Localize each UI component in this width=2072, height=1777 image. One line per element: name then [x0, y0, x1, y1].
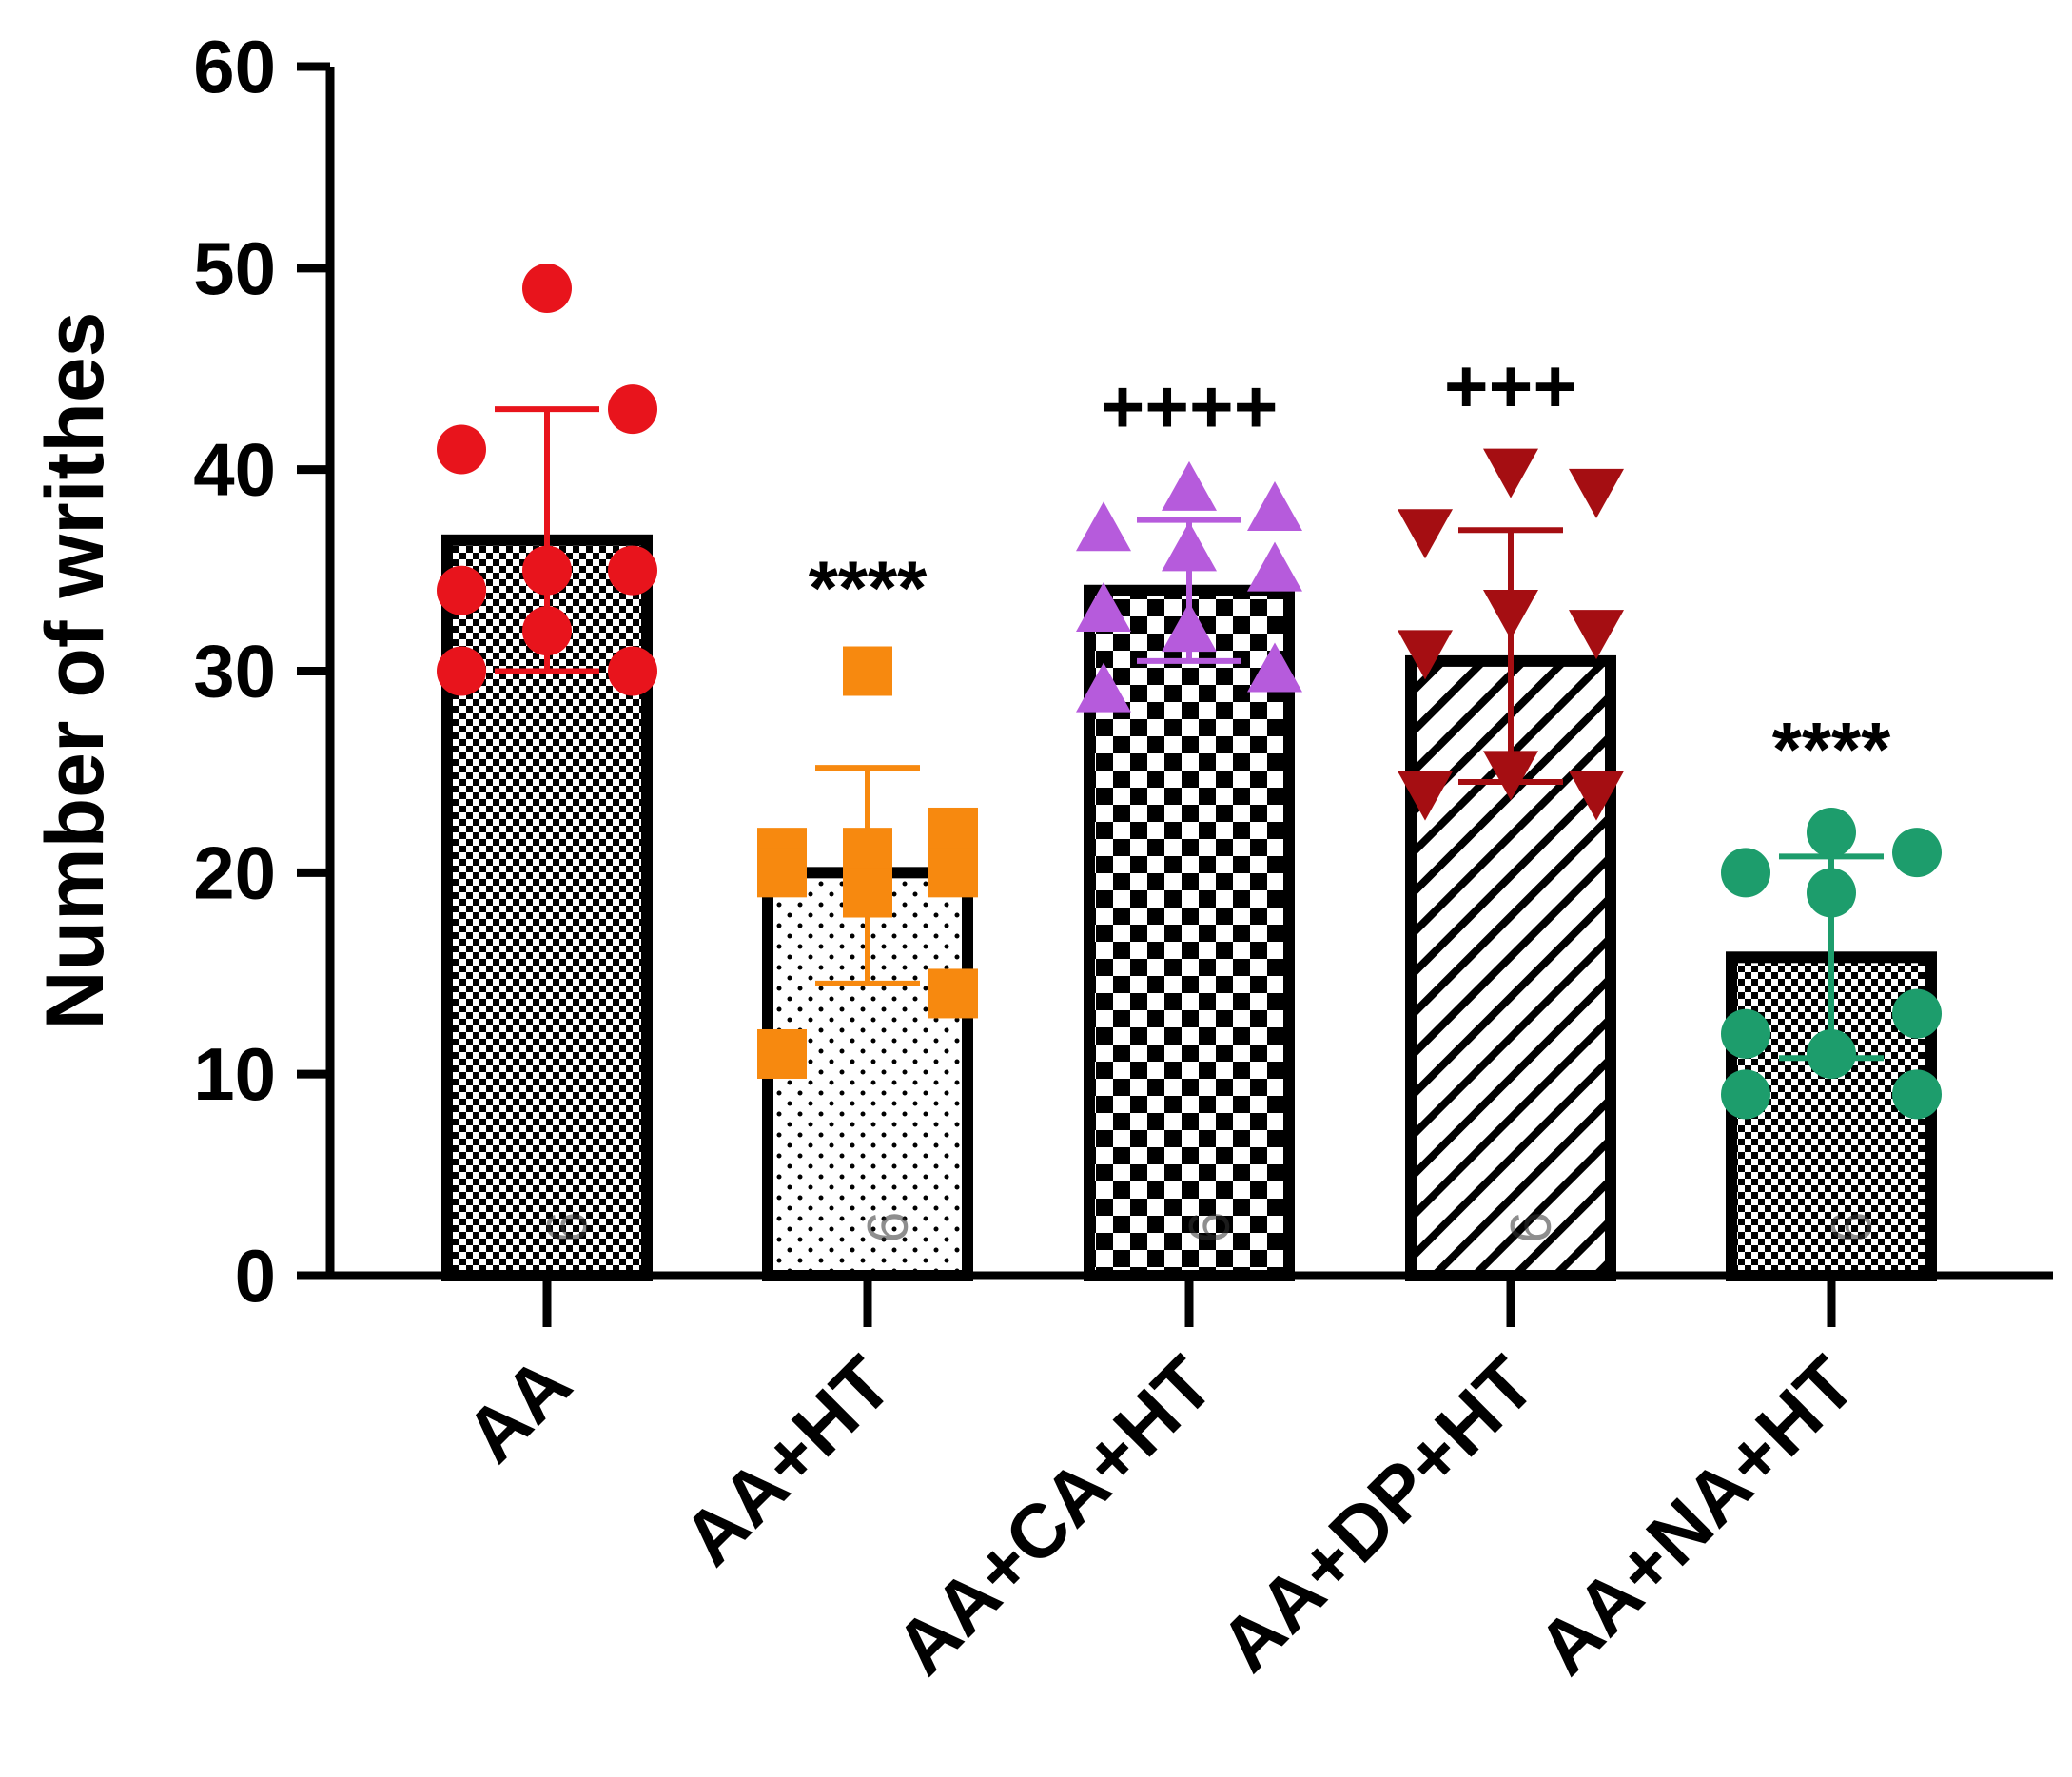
data-point-aa-dp-ht: [1398, 771, 1453, 821]
y-tick-label-10: 10: [193, 1032, 276, 1116]
data-point-aa-ca-ht: [1076, 501, 1131, 552]
x-label-aa-na-ht: AA+NA+HT: [1521, 1340, 1871, 1690]
y-tick-label-20: 20: [193, 830, 276, 914]
data-point-aa: [437, 424, 486, 475]
data-point-aa-ht: [757, 1028, 807, 1079]
data-point-aa-ht: [928, 848, 978, 898]
data-point-aa-ht: [843, 868, 892, 918]
y-tick-label-60: 60: [193, 25, 276, 108]
data-point-aa-dp-ht: [1483, 751, 1538, 801]
x-label-aa-dp-ht: AA+DP+HT: [1203, 1340, 1551, 1688]
significance-aa-ht: ****: [809, 546, 928, 631]
significance-aa-na-ht: ****: [1772, 707, 1891, 791]
data-point-aa-na-ht: [1721, 848, 1770, 898]
data-point-aa: [608, 384, 657, 435]
y-tick-label-0: 0: [235, 1234, 276, 1318]
significance-aa-ca-ht: ++++: [1101, 364, 1279, 449]
data-point-aa-dp-ht: [1569, 771, 1624, 821]
data-point-aa-na-ht: [1892, 828, 1942, 878]
data-point-aa-ca-ht: [1162, 521, 1217, 572]
data-point-aa-na-ht: [1807, 1028, 1856, 1079]
significance-aa-dp-ht: +++: [1444, 344, 1577, 429]
data-point-aa-ht: [757, 848, 807, 898]
data-point-aa-na-ht: [1721, 1008, 1770, 1059]
data-point-aa-dp-ht: [1398, 630, 1453, 680]
bar-group-aa-dp-ht: 9 +++: [1398, 344, 1624, 1281]
data-point-aa-ht: [928, 968, 978, 1019]
data-point-aa-ht: [843, 646, 892, 696]
data-point-aa-dp-ht: [1483, 589, 1538, 639]
data-point-aa: [522, 264, 572, 314]
n-label-aa: 9: [535, 1211, 598, 1242]
data-point-aa-ca-ht: [1162, 602, 1217, 653]
data-point-aa-ca-ht: [1247, 642, 1302, 693]
data-point-aa: [437, 646, 486, 696]
data-point-aa-dp-ht: [1569, 468, 1624, 518]
x-label-aa-ht: AA+HT: [667, 1340, 908, 1581]
data-point-aa-dp-ht: [1483, 448, 1538, 498]
n-label-aa-ht: 9: [855, 1211, 919, 1242]
data-point-aa: [522, 606, 572, 656]
n-label-aa-dp-ht: 9: [1498, 1211, 1562, 1242]
data-point-aa: [522, 545, 572, 596]
data-point-aa-dp-ht: [1398, 509, 1453, 559]
y-tick-label-40: 40: [193, 428, 276, 512]
n-label-aa-ca-ht: 9: [1177, 1211, 1241, 1242]
y-tick-label-50: 50: [193, 226, 276, 310]
data-point-aa-ca-ht: [1162, 460, 1217, 511]
data-point-aa-ca-ht: [1076, 581, 1131, 632]
data-point-aa: [437, 565, 486, 615]
n-label-aa-na-ht: 9: [1819, 1211, 1883, 1242]
data-point-aa-ca-ht: [1076, 662, 1131, 713]
data-point-aa-na-ht: [1721, 1069, 1770, 1120]
data-point-aa-na-ht: [1807, 807, 1856, 857]
data-point-aa-dp-ht: [1569, 610, 1624, 660]
data-point-aa-na-ht: [1807, 868, 1856, 918]
data-point-aa-na-ht: [1892, 988, 1942, 1039]
bar-group-aa: 9: [437, 264, 657, 1281]
y-axis: 0 10 20 30 40 50 60: [193, 25, 335, 1318]
data-point-aa-na-ht: [1892, 1069, 1942, 1120]
data-point-aa-ca-ht: [1247, 541, 1302, 592]
data-point-aa-ca-ht: [1247, 481, 1302, 532]
y-tick-label-30: 30: [193, 630, 276, 713]
data-point-aa: [608, 646, 657, 696]
x-label-aa: AA: [449, 1340, 587, 1478]
x-label-aa-ca-ht: AA+CA+HT: [879, 1340, 1229, 1690]
bar-group-aa-ca-ht: 9 ++++: [1076, 364, 1302, 1281]
bar-group-aa-na-ht: 9 ****: [1721, 707, 1942, 1281]
bar-group-aa-ht: 9 ****: [757, 546, 978, 1281]
y-axis-title: Number of writhes: [29, 312, 121, 1030]
data-point-aa: [608, 545, 657, 596]
